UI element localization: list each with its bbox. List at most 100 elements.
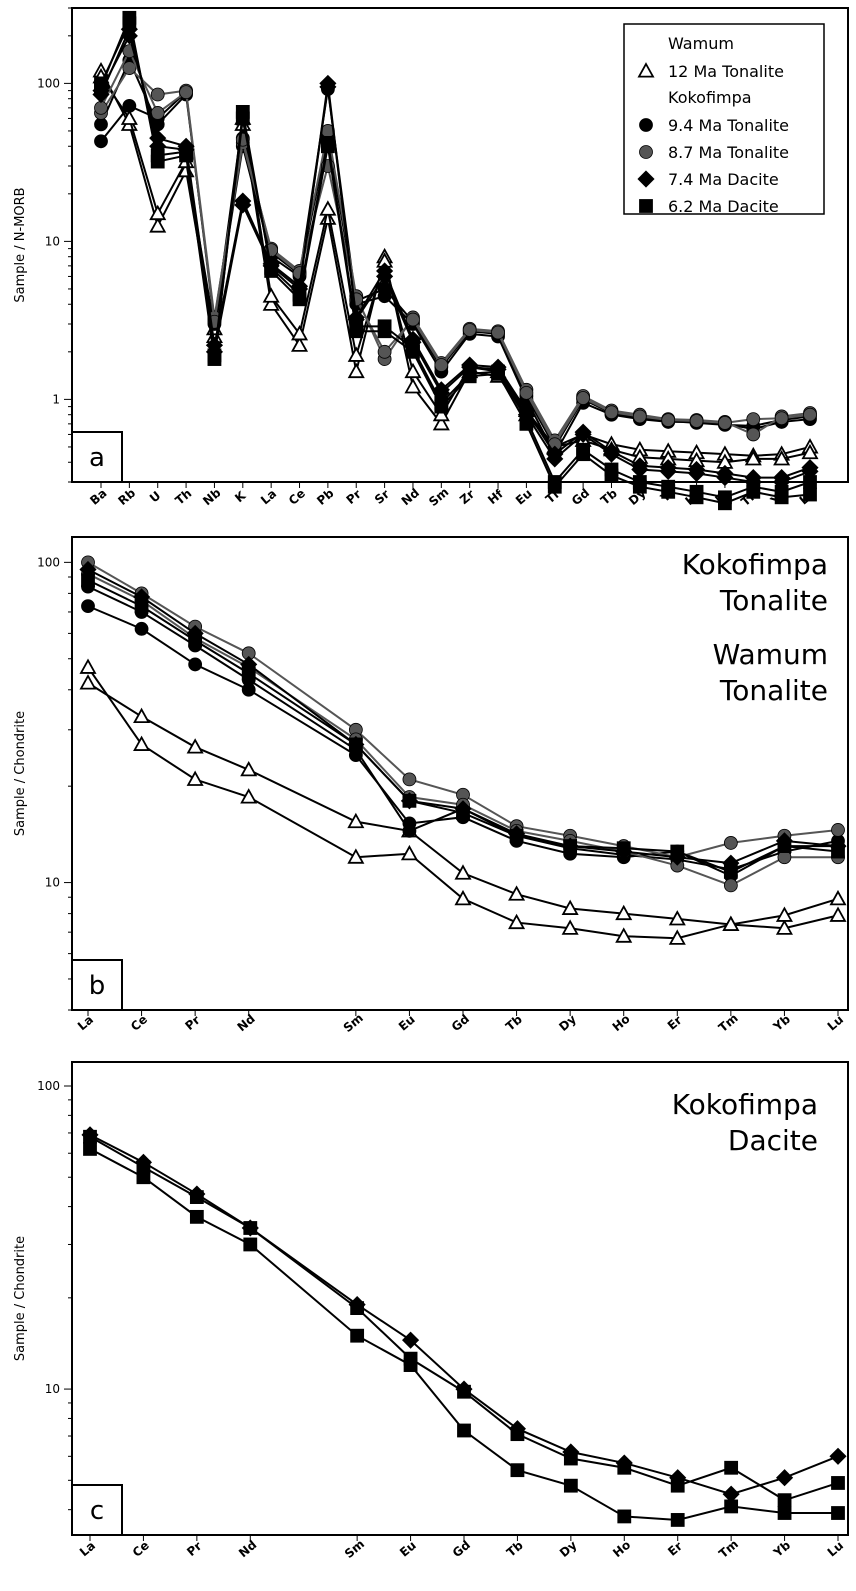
x-tick-label-la: La: [77, 1539, 98, 1560]
series-6-2-ma-dacite: [94, 16, 817, 505]
legend-marker: [637, 62, 655, 78]
data-point-ba: [94, 134, 108, 149]
data-point-tm: [744, 450, 762, 466]
series-12-ma-tonalite: [79, 658, 847, 945]
data-point-pr: [188, 657, 203, 672]
data-point-tm: [746, 412, 761, 427]
data-point-er: [668, 910, 686, 926]
data-point-dy: [632, 475, 647, 489]
x-tick-label-la: La: [258, 487, 279, 508]
x-tick-label-er: Er: [665, 1013, 685, 1033]
series-6-2-ma-dacite: [81, 573, 845, 879]
legend-entry: 6.2 Ma Dacite: [668, 197, 779, 216]
legend-entry: 7.4 Ma Dacite: [668, 170, 779, 189]
series-line: [87, 579, 839, 873]
data-point-ce: [134, 599, 149, 614]
data-point-u: [150, 148, 165, 163]
data-point-yb: [776, 1469, 794, 1487]
data-point-tm: [722, 915, 740, 931]
data-point-er: [716, 464, 734, 482]
data-point-sm: [432, 405, 450, 422]
y-axis-label: Sample / Chondrite: [13, 1236, 28, 1361]
legend-heading: Kokofimpa: [668, 88, 752, 107]
data-point-pr: [349, 319, 364, 334]
data-point-ba: [94, 117, 108, 132]
data-point-er: [668, 929, 686, 945]
x-tick-label-dy: Dy: [557, 1538, 580, 1560]
data-point-yb: [773, 450, 791, 466]
data-point-sr: [377, 344, 392, 359]
data-point-ba: [94, 76, 108, 91]
data-point-nd: [404, 362, 422, 379]
data-point-la: [79, 658, 97, 674]
x-tick-label-gd: Gd: [569, 486, 592, 509]
data-point-th: [179, 144, 193, 159]
data-point-er: [670, 844, 685, 859]
x-tick-label-ba: Ba: [87, 486, 109, 508]
data-point-ho: [617, 1509, 632, 1524]
data-point-lu: [801, 443, 819, 460]
data-point-la: [262, 287, 280, 303]
legend-heading: Wamum: [668, 34, 734, 53]
data-point-pr: [189, 1209, 204, 1224]
annotation-text: Kokofimpa: [672, 1088, 818, 1121]
data-point-pr: [347, 362, 365, 379]
y-tick-label: 1: [52, 392, 60, 406]
data-point-gd: [576, 391, 591, 405]
data-point-nd: [406, 312, 420, 327]
data-point-tm: [724, 1499, 739, 1514]
panel-label: b: [89, 971, 106, 1001]
x-tick-label-k: K: [232, 488, 249, 505]
data-point-la: [262, 295, 280, 311]
y-axis-label: Sample / Chondrite: [13, 711, 28, 836]
data-point-eu: [519, 385, 534, 400]
x-tick-label-pr: Pr: [344, 487, 364, 507]
data-point-dy: [563, 839, 578, 853]
data-point-ti: [547, 475, 562, 489]
data-point-yb: [775, 919, 793, 935]
data-point-u: [150, 106, 165, 120]
data-point-th: [179, 85, 193, 100]
data-point-er: [670, 1513, 685, 1527]
data-point-ho: [689, 484, 704, 499]
x-tick-label-gd: Gd: [449, 1012, 472, 1035]
data-point-dy: [561, 899, 579, 915]
data-point-ce: [133, 735, 151, 751]
data-point-ce: [290, 324, 309, 341]
data-point-eu: [403, 1358, 418, 1372]
series-line: [87, 666, 839, 940]
annotation-text: Tonalite: [719, 584, 828, 617]
data-point-pr: [188, 633, 203, 648]
panel-label: c: [90, 1496, 104, 1526]
data-point-rb: [120, 109, 138, 125]
data-point-pb: [319, 200, 337, 216]
data-point-nd: [241, 666, 256, 681]
data-point-la: [81, 573, 95, 588]
x-tick-label-nd: Nd: [236, 1538, 259, 1561]
x-tick-label-lu: Lu: [825, 1538, 846, 1559]
data-point-yb: [774, 484, 789, 499]
x-tick-label-tb: Tb: [598, 486, 620, 508]
plot-frame: [71, 7, 849, 483]
data-point-lu: [829, 889, 847, 906]
legend-marker: [639, 145, 653, 159]
data-point-yb: [775, 906, 793, 922]
data-point-la: [83, 1142, 97, 1156]
data-point-hf: [491, 325, 505, 340]
data-point-y: [661, 479, 676, 494]
legend: Wamum 12 Ma Tonalite Kokofimpa 9.4 Ma Tonal…: [623, 23, 825, 216]
x-tick-label-yb: Yb: [770, 1012, 793, 1035]
data-point-tm: [723, 836, 738, 850]
data-point-sm: [432, 415, 450, 431]
data-point-ce: [134, 621, 149, 636]
data-point-gd: [457, 1423, 471, 1438]
data-point-nb: [207, 348, 222, 363]
series-line: [87, 568, 839, 865]
data-point-dy: [563, 1478, 578, 1493]
x-tick-label-ho: Ho: [610, 1012, 633, 1034]
x-tick-label-rb: Rb: [115, 486, 138, 508]
legend-entry: 9.4 Ma Tonalite: [668, 116, 789, 135]
panel-c: 10 100 Sample / Chondrite La Ce Pr Nd Sm Eu Gd Tb D…: [13, 1061, 849, 1561]
x-tick-label-dy: Dy: [556, 1012, 579, 1034]
data-point-y: [659, 459, 677, 477]
